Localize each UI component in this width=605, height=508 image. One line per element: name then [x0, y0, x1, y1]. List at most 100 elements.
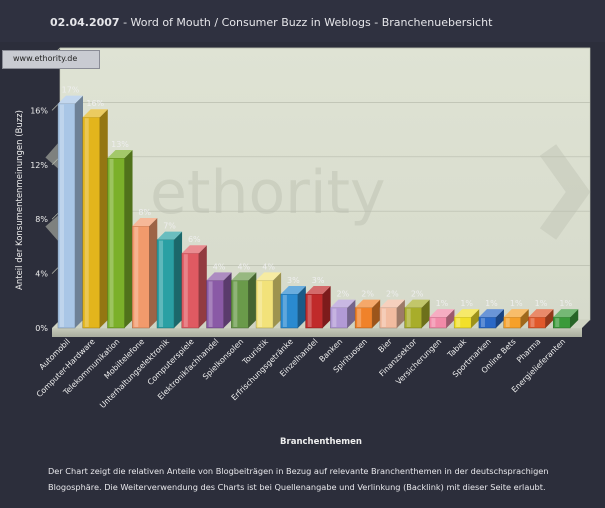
bar-side	[273, 272, 282, 328]
bar-value-label: 1%	[559, 299, 572, 308]
bar-value-label: 1%	[460, 299, 473, 308]
bar: 4%	[255, 262, 282, 329]
bar-value-label: 13%	[111, 140, 129, 149]
bar-side	[347, 299, 356, 328]
bar-value-label: 2%	[361, 290, 374, 299]
y-tick-label: 4%	[35, 270, 48, 279]
bar-value-label: 2%	[337, 290, 350, 299]
title-bar: 02.04.2007 - Word of Mouth / Consumer Bu…	[0, 0, 605, 42]
bar-top	[553, 309, 579, 318]
bar-highlight	[431, 318, 436, 327]
bar: 2%	[330, 290, 356, 329]
bar-side	[372, 299, 381, 328]
bar-top	[305, 286, 331, 294]
bar-highlight	[258, 281, 263, 327]
x-tick-label: Bier	[376, 336, 394, 354]
bar: 13%	[107, 140, 133, 329]
bar-value-label: 2%	[411, 290, 424, 299]
bar-value-label: 7%	[163, 222, 176, 231]
bar-value-label: 1%	[436, 299, 449, 308]
bar-value-label: 17%	[62, 86, 80, 95]
bar-value-label: 1%	[485, 299, 498, 308]
x-tick-label: Versicherungen	[394, 337, 443, 386]
bar-value-label: 4%	[237, 262, 250, 271]
bar: 1%	[429, 299, 455, 329]
bar-side	[248, 272, 257, 328]
bar-value-label: 1%	[535, 299, 548, 308]
bar-top	[478, 309, 504, 318]
bar-top	[58, 95, 83, 104]
bar-top	[206, 272, 232, 281]
y-axis-ticks: 0%4%8%12%16%20%	[30, 52, 48, 333]
bar-highlight	[60, 104, 64, 327]
page-title: 02.04.2007 - Word of Mouth / Consumer Bu…	[50, 16, 492, 29]
bar-highlight	[208, 281, 213, 327]
y-tick-label: 16%	[30, 106, 48, 115]
bar: 6%	[181, 235, 207, 329]
bar-highlight	[480, 318, 485, 327]
bar: 2%	[379, 290, 405, 329]
bar-top	[82, 109, 108, 118]
bar-highlight	[307, 295, 312, 327]
bar-value-label: 4%	[213, 262, 226, 271]
bar-top	[132, 218, 158, 226]
bar: 1%	[528, 299, 554, 329]
watermark-chevron-right-icon	[539, 144, 591, 240]
bar-value-label: 16%	[86, 99, 104, 108]
bar-highlight	[357, 308, 362, 327]
bar-side	[495, 309, 504, 328]
x-axis-label: Branchenthemen	[280, 437, 362, 447]
bar: 8%	[132, 208, 158, 329]
footer-note: Der Chart zeigt die relativen Anteile vo…	[48, 466, 549, 492]
bar-top	[355, 299, 381, 308]
bar-value-label: 3%	[287, 276, 300, 285]
bar-highlight	[505, 318, 510, 327]
bar: 7%	[156, 222, 183, 329]
bar: 1%	[503, 299, 529, 329]
bar-value-label: 2%	[386, 290, 399, 299]
bar-highlight	[381, 308, 386, 327]
bar-value-label: 3%	[312, 276, 325, 285]
bar-value-label: 8%	[138, 208, 151, 217]
bar: 3%	[280, 276, 306, 329]
bar-top	[429, 309, 455, 318]
bar-side	[421, 299, 430, 328]
bar-side	[545, 309, 554, 328]
bar-side	[446, 309, 455, 328]
bar: 3%	[305, 276, 331, 329]
bar-side	[520, 309, 529, 328]
bar-value-label: 4%	[262, 262, 275, 271]
title-date: 02.04.2007	[50, 16, 120, 29]
bar-side	[297, 286, 306, 328]
bar-side	[149, 218, 158, 328]
bar-top	[256, 272, 282, 281]
bar-top	[330, 299, 356, 308]
bar-top	[231, 272, 257, 281]
bar: 2%	[354, 290, 381, 329]
bar-value-label: 1%	[510, 299, 523, 308]
bar-highlight	[406, 308, 411, 327]
url-badge[interactable]: www.ethority.de	[2, 50, 100, 69]
bar-highlight	[134, 227, 139, 327]
bar-highlight	[84, 118, 89, 327]
bar-top	[280, 286, 306, 294]
bar-side	[322, 286, 331, 328]
bar-top	[404, 299, 430, 308]
plot-floor-front	[52, 328, 582, 337]
bar: 1%	[552, 299, 579, 329]
bar-side	[174, 231, 183, 328]
url-text: www.ethority.de	[13, 54, 78, 63]
bar: 2%	[404, 290, 430, 329]
bar: 1%	[478, 299, 504, 329]
bar-highlight	[282, 295, 287, 327]
bar-top	[157, 231, 183, 240]
bar: 16%	[82, 99, 108, 329]
bar-side	[124, 150, 133, 328]
bar-highlight	[183, 254, 188, 327]
title-text: - Word of Mouth / Consumer Buzz in Weblo…	[119, 16, 493, 29]
x-tick-label: Tabak	[445, 337, 468, 360]
bar-top	[181, 245, 207, 254]
bar-top	[379, 299, 405, 308]
